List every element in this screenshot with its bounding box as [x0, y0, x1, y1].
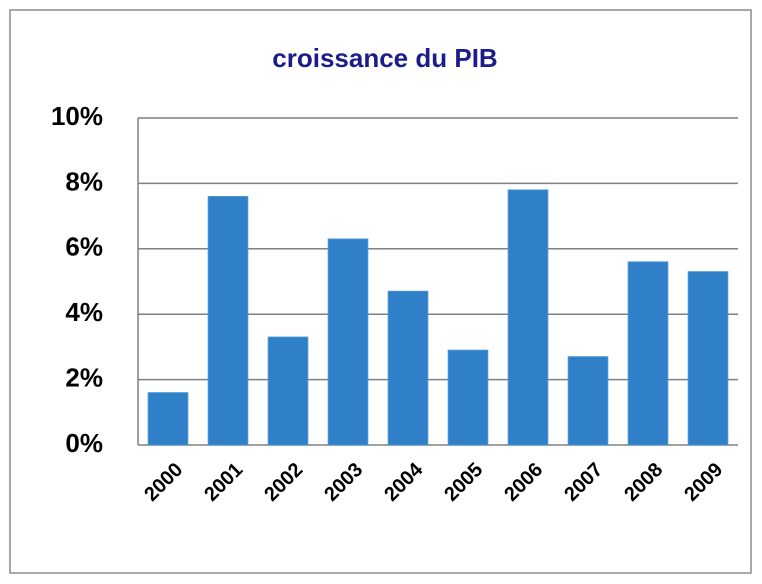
- y-tick-label: 4%: [65, 297, 103, 327]
- bar: [507, 189, 549, 446]
- chart-title: croissance du PIB: [272, 43, 497, 73]
- chart-frame: [9, 9, 752, 574]
- bar: [447, 349, 489, 446]
- y-tick-label: 10%: [51, 101, 103, 131]
- bar: [327, 238, 369, 446]
- y-tick-label: 6%: [65, 232, 103, 262]
- bar: [627, 261, 669, 446]
- y-tick-label: 0%: [65, 428, 103, 458]
- bar: [687, 271, 729, 446]
- bar: [387, 290, 429, 446]
- bar: [567, 356, 609, 446]
- bar: [267, 336, 309, 446]
- bar: [207, 195, 249, 446]
- y-tick-label: 8%: [65, 166, 103, 196]
- bar: [147, 392, 189, 446]
- y-tick-label: 2%: [65, 362, 103, 392]
